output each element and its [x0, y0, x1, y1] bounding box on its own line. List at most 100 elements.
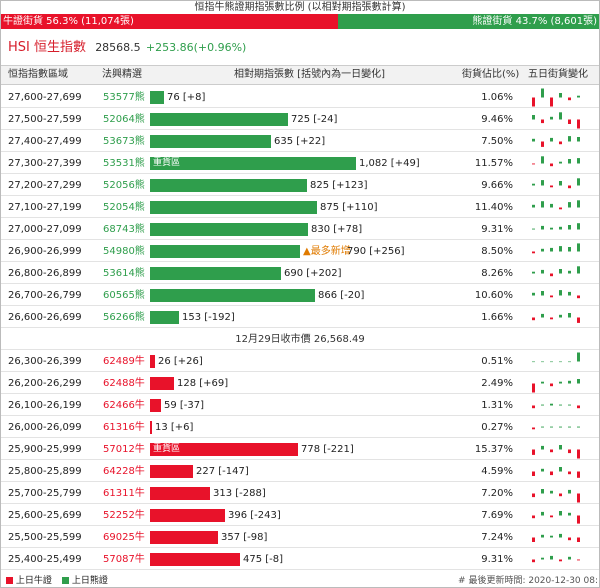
street-share: 7.20% — [481, 488, 513, 499]
day-change-bar — [568, 247, 571, 252]
index-name[interactable]: HSI 恒生指數 — [8, 40, 86, 55]
day-change-bar — [577, 471, 580, 478]
warrant-code-link[interactable]: 52252牛 — [103, 510, 145, 521]
bear-legend-swatch — [62, 577, 69, 584]
warrant-code-link[interactable]: 62488牛 — [103, 378, 145, 389]
warrant-code-link[interactable]: 56266熊 — [103, 312, 145, 323]
bull-row: 26,300-26,399 62489牛 26 [+26] 0.51% — [1, 351, 599, 372]
day-change-bar — [577, 449, 580, 459]
index-range: 25,900-25,999 — [8, 444, 82, 455]
contracts-value: 153 [-192] — [182, 312, 235, 323]
day-change-bar — [532, 427, 535, 430]
day-change-bar — [550, 247, 553, 252]
day-change-bar — [559, 93, 562, 98]
contracts-bar — [150, 465, 193, 478]
day-change-bar — [568, 225, 571, 230]
warrant-code-link[interactable]: 57087牛 — [103, 554, 145, 565]
index-range: 26,900-26,999 — [8, 246, 82, 257]
warrant-code-link[interactable]: 54980熊 — [103, 246, 145, 257]
street-share: 0.51% — [481, 356, 513, 367]
day-change-bar — [568, 159, 571, 164]
day-change-bar — [550, 383, 553, 387]
contracts-value: 76 [+8] — [167, 92, 206, 103]
contracts-bar — [150, 289, 315, 302]
five-day-change-chart — [532, 467, 580, 478]
warrant-code-link[interactable]: 60565熊 — [103, 290, 145, 301]
col-five-day: 五日街貨變化 — [528, 69, 588, 80]
warrant-code-link[interactable]: 52054熊 — [103, 202, 145, 213]
contracts-value: 59 [-37] — [164, 400, 205, 411]
footer: 上日牛證 上日熊證 # 最後更新時間: 2020-12-30 08: — [0, 575, 600, 587]
five-day-change-chart — [532, 511, 580, 524]
bear-row: 27,400-27,499 53673熊 635 [+22] 7.50% — [1, 131, 599, 152]
index-range: 26,100-26,199 — [8, 400, 82, 411]
five-day-change-chart — [532, 200, 580, 210]
day-change-bar — [541, 88, 544, 98]
warrant-code-link[interactable]: 53673熊 — [103, 136, 145, 147]
contracts-bar — [150, 201, 317, 214]
bull-row: 25,700-25,799 61311牛 313 [-288] 7.20% — [1, 483, 599, 504]
contracts-value: 825 [+123] — [310, 180, 368, 191]
bull-ratio-segment: 牛證街貨 56.3% (11,074張) — [1, 14, 338, 29]
five-day-change-chart — [532, 352, 580, 363]
day-change-bar — [568, 404, 571, 406]
day-change-bar — [559, 533, 562, 538]
contracts-value: 475 [-8] — [243, 554, 284, 565]
day-change-bar — [559, 314, 562, 318]
warrant-code-link[interactable]: 53577熊 — [103, 92, 145, 103]
day-change-bar — [532, 97, 535, 107]
bull-row: 26,100-26,199 62466牛 59 [-37] 1.31% — [1, 395, 599, 416]
day-change-bar — [568, 471, 571, 475]
warrant-code-link[interactable]: 69025牛 — [103, 532, 145, 543]
five-day-change-chart — [532, 178, 580, 189]
street-share: 10.60% — [474, 290, 513, 301]
day-change-bar — [532, 163, 535, 165]
five-day-change-chart — [532, 223, 580, 230]
bear-row: 27,200-27,299 52056熊 825 [+123] 9.66% — [1, 175, 599, 196]
day-change-bar — [568, 119, 571, 124]
contracts-bar — [150, 487, 210, 500]
day-change-bar — [550, 137, 553, 142]
day-change-bar — [532, 405, 535, 409]
warrant-code-link[interactable]: 52056熊 — [103, 180, 145, 191]
warrant-code-link[interactable]: 62466牛 — [103, 400, 145, 411]
day-change-bar — [550, 97, 553, 107]
day-change-bar — [550, 203, 553, 208]
day-change-bar — [541, 361, 544, 363]
contracts-value: 13 [+6] — [155, 422, 194, 433]
day-change-bar — [577, 537, 580, 542]
day-change-bar — [541, 404, 544, 406]
contracts-bar — [150, 245, 300, 258]
contracts-bar — [150, 509, 225, 522]
day-change-bar — [541, 445, 544, 450]
warrant-code-link[interactable]: 61311牛 — [103, 488, 145, 499]
day-change-bar — [541, 489, 544, 494]
day-change-bar — [559, 269, 562, 274]
index-range: 25,600-25,699 — [8, 510, 82, 521]
day-change-bar — [568, 185, 571, 189]
day-change-bar — [577, 295, 580, 299]
contracts-value: 1,082 [+49] — [359, 158, 420, 169]
contracts-value: 875 [+110] — [320, 202, 378, 213]
warrant-code-link[interactable]: 57012牛 — [103, 444, 145, 455]
warrant-code-link[interactable]: 52064熊 — [103, 114, 145, 125]
street-share: 0.27% — [481, 422, 513, 433]
contracts-bar — [150, 179, 307, 192]
day-change-bar — [532, 383, 535, 393]
warrant-code-link[interactable]: 53531熊 — [103, 158, 145, 169]
warrant-code-link[interactable]: 53614熊 — [103, 268, 145, 279]
bear-row: 26,800-26,899 53614熊 690 [+202] 8.26% — [1, 263, 599, 284]
day-change-bar — [541, 141, 544, 147]
warrant-code-link[interactable]: 62489牛 — [103, 356, 145, 367]
warrant-code-link[interactable]: 61316牛 — [103, 422, 145, 433]
day-change-bar — [559, 112, 562, 120]
day-change-bar — [532, 449, 535, 455]
contracts-bar — [150, 135, 271, 148]
day-change-bar — [550, 317, 553, 320]
day-change-bar — [532, 292, 535, 296]
warrant-code-link[interactable]: 64228牛 — [103, 466, 145, 477]
warrant-code-link[interactable]: 68743熊 — [103, 224, 145, 235]
five-day-change-chart — [532, 112, 580, 129]
bear-row: 27,100-27,199 52054熊 875 [+110] 11.40% — [1, 197, 599, 218]
day-change-bar — [550, 227, 553, 230]
